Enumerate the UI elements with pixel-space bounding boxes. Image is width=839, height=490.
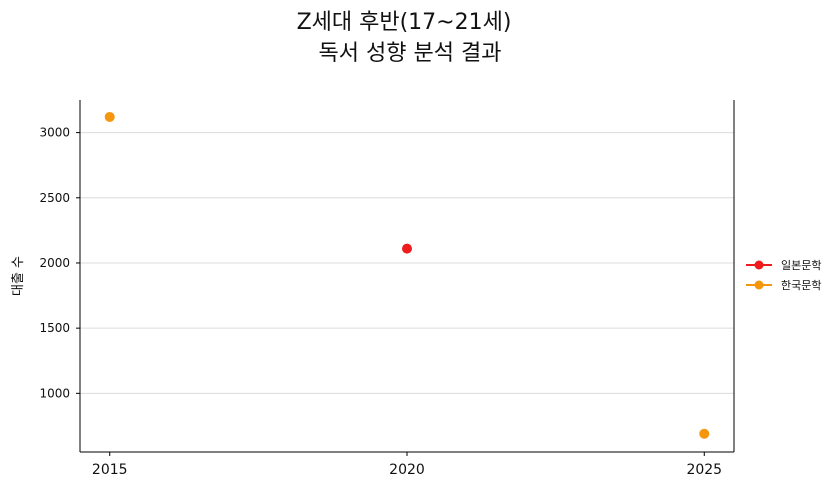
legend-label: 일본문학 bbox=[781, 258, 821, 272]
legend-marker bbox=[754, 260, 764, 270]
y-axis-ticks: 1000 1500 2000 2500 3000 bbox=[39, 126, 80, 400]
data-points bbox=[104, 111, 710, 439]
chart-title-line2: 독서 성향 분석 결과 bbox=[319, 41, 502, 66]
x-axis-ticks: 2015 2020 2025 bbox=[92, 452, 722, 478]
gridlines bbox=[80, 132, 734, 394]
chart-title-line1: Z세대 후반(17~21세) bbox=[297, 10, 512, 35]
x-tick-label: 2015 bbox=[92, 462, 128, 478]
y-axis-label: 대출 수 bbox=[11, 256, 26, 296]
y-tick-label: 1500 bbox=[39, 321, 70, 335]
data-point bbox=[699, 428, 710, 439]
axes bbox=[79, 100, 735, 453]
legend-marker bbox=[754, 280, 764, 290]
data-point bbox=[402, 243, 412, 254]
y-tick-label: 1000 bbox=[39, 386, 70, 400]
x-tick-label: 2025 bbox=[686, 462, 722, 478]
y-tick-label: 2000 bbox=[39, 256, 70, 270]
y-tick-label: 3000 bbox=[39, 126, 70, 140]
y-tick-label: 2500 bbox=[39, 191, 70, 205]
data-point bbox=[104, 111, 115, 122]
x-tick-label: 2020 bbox=[389, 462, 425, 478]
legend-label: 한국문학 bbox=[781, 279, 821, 292]
